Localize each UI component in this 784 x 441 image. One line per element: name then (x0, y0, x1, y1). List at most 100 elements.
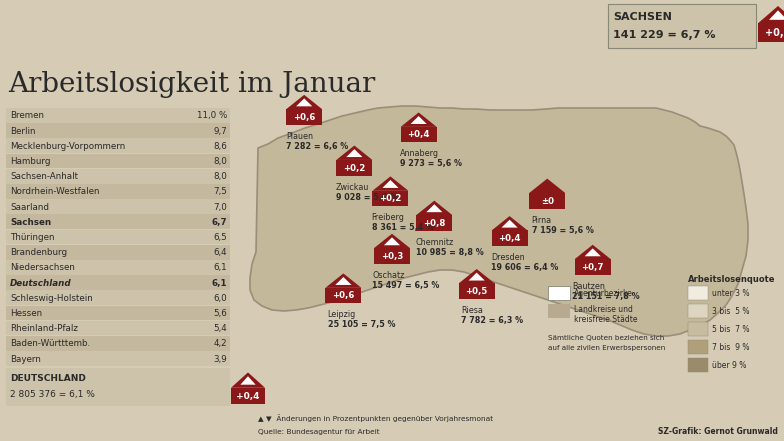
Text: 9 273 = 5,6 %: 9 273 = 5,6 % (400, 160, 462, 168)
Text: kreisfreie Städte: kreisfreie Städte (574, 314, 637, 324)
Text: 7 159 = 5,6 %: 7 159 = 5,6 % (532, 226, 593, 235)
Text: 6,4: 6,4 (213, 248, 227, 257)
Text: Pirna: Pirna (532, 216, 552, 224)
Text: 5,4: 5,4 (213, 324, 227, 333)
Text: 10 985 = 8,8 %: 10 985 = 8,8 % (416, 248, 483, 257)
Text: Oschatz: Oschatz (372, 271, 405, 280)
Text: Sämtliche Quoten beziehen sich: Sämtliche Quoten beziehen sich (548, 335, 664, 341)
Text: 8,6: 8,6 (213, 142, 227, 151)
Bar (6, 275, 230, 290)
Bar (416, 215, 452, 231)
Polygon shape (383, 180, 398, 188)
Text: Sachsen: Sachsen (10, 218, 51, 227)
Text: Arbeitslosigkeit im Januar: Arbeitslosigkeit im Januar (8, 71, 376, 98)
Text: 19 606 = 6,4 %: 19 606 = 6,4 % (491, 263, 558, 272)
Polygon shape (336, 277, 351, 285)
Text: 15 497 = 6,5 %: 15 497 = 6,5 % (372, 281, 440, 290)
Bar (6, 138, 230, 153)
Text: auf alle zivilen Erwerbspersonen: auf alle zivilen Erwerbspersonen (548, 345, 666, 351)
Text: 21 151 = 7,8 %: 21 151 = 7,8 % (572, 292, 640, 301)
Polygon shape (347, 149, 362, 157)
Bar (6, 351, 230, 366)
Text: 8,0: 8,0 (213, 172, 227, 181)
Text: Baden-Württtemb.: Baden-Württtemb. (10, 340, 90, 348)
Bar (6, 260, 230, 275)
Text: Schleswig-Holstein: Schleswig-Holstein (10, 294, 93, 303)
Text: Riesa: Riesa (461, 306, 483, 315)
Text: Saarland: Saarland (10, 202, 49, 212)
Text: Deutschland: Deutschland (10, 279, 71, 288)
Text: ▲ ▼  Änderungen in Prozentpunkten gegenüber Vorjahresmonat: ▲ ▼ Änderungen in Prozentpunkten gegenüb… (258, 414, 493, 422)
Bar (459, 284, 495, 299)
Bar (6, 169, 230, 183)
Text: Rheinland-Pfalz: Rheinland-Pfalz (10, 324, 78, 333)
Polygon shape (426, 204, 442, 212)
Text: Dresden: Dresden (491, 253, 524, 262)
Text: Berlin: Berlin (10, 127, 35, 135)
Text: 6,0: 6,0 (213, 294, 227, 303)
Polygon shape (336, 146, 372, 160)
Text: Mecklenburg-Vorpommern: Mecklenburg-Vorpommern (10, 142, 125, 151)
Bar (6, 108, 230, 123)
Bar (688, 322, 708, 336)
Text: +0,2: +0,2 (379, 194, 401, 203)
Text: 6,1: 6,1 (213, 263, 227, 273)
Polygon shape (492, 216, 528, 231)
Text: Bayern: Bayern (10, 355, 41, 363)
Text: 3 bis  5 %: 3 bis 5 % (712, 306, 750, 315)
Text: ±0: ±0 (541, 197, 554, 206)
Bar (6, 230, 230, 244)
Text: 7 bis  9 %: 7 bis 9 % (712, 343, 750, 351)
Text: DEUTSCHLAND: DEUTSCHLAND (10, 374, 86, 383)
Text: +0,7: +0,7 (582, 263, 604, 272)
Text: 5,6: 5,6 (213, 309, 227, 318)
Bar (6, 336, 230, 351)
Polygon shape (469, 273, 485, 280)
Text: +0,3: +0,3 (381, 252, 403, 261)
Text: Niedersachsen: Niedersachsen (10, 263, 75, 273)
Polygon shape (286, 95, 322, 109)
Text: +0,2: +0,2 (343, 164, 365, 172)
Text: 7 782 = 6,3 %: 7 782 = 6,3 % (461, 316, 523, 325)
Bar (529, 193, 565, 209)
Polygon shape (325, 273, 361, 288)
Text: Landkreise und: Landkreise und (574, 304, 633, 314)
Text: SZ-Grafik: Gernot Grunwald: SZ-Grafik: Gernot Grunwald (658, 427, 778, 437)
Polygon shape (250, 106, 748, 336)
Text: +0,5: +0,5 (466, 287, 488, 296)
Text: Leipzig: Leipzig (328, 310, 356, 319)
Bar (374, 248, 410, 264)
Polygon shape (241, 376, 256, 385)
Text: Hamburg: Hamburg (10, 157, 50, 166)
Bar (688, 286, 708, 300)
Bar (548, 286, 570, 300)
Bar (6, 321, 230, 336)
Text: 3,9: 3,9 (213, 355, 227, 363)
Text: Brandenburg: Brandenburg (10, 248, 67, 257)
Text: Quelle: Bundesagentur für Arbeit: Quelle: Bundesagentur für Arbeit (258, 429, 379, 435)
Polygon shape (372, 176, 408, 191)
Text: 25 105 = 7,5 %: 25 105 = 7,5 % (328, 321, 395, 329)
Text: 4,2: 4,2 (213, 340, 227, 348)
Text: Hessen: Hessen (10, 309, 42, 318)
Bar (758, 23, 784, 42)
Polygon shape (416, 201, 452, 215)
Bar (372, 191, 408, 206)
Bar (336, 160, 372, 176)
Bar (548, 304, 570, 318)
Bar (688, 304, 708, 318)
Polygon shape (575, 245, 611, 259)
Bar (6, 123, 230, 138)
Text: +0,5: +0,5 (765, 28, 784, 38)
Text: Bremen: Bremen (10, 112, 44, 120)
Polygon shape (374, 234, 410, 248)
Bar (401, 127, 437, 142)
Polygon shape (585, 248, 601, 256)
Text: +0,8: +0,8 (423, 219, 445, 228)
Text: 11,0 %: 11,0 % (197, 112, 227, 120)
Text: Agenturbezirke: Agenturbezirke (574, 288, 633, 298)
Bar (6, 199, 230, 214)
Text: 7,0: 7,0 (213, 202, 227, 212)
Polygon shape (502, 220, 517, 228)
Text: 6,5: 6,5 (213, 233, 227, 242)
